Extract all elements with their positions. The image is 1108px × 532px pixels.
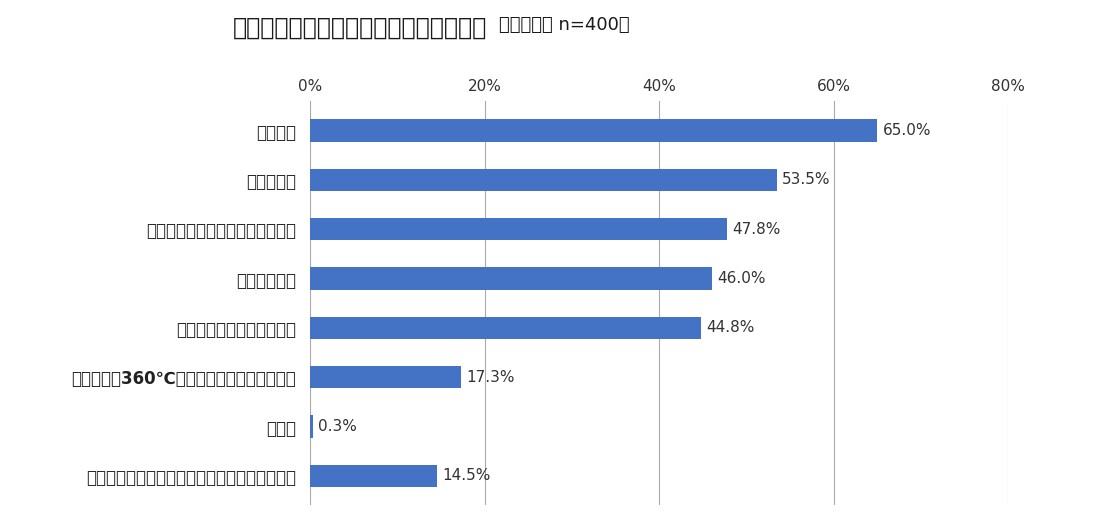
Bar (310, 415, 312, 438)
Bar (310, 317, 701, 339)
Bar (310, 120, 878, 142)
Bar (310, 366, 461, 388)
Text: 65.0%: 65.0% (883, 123, 931, 138)
Text: 46.0%: 46.0% (717, 271, 766, 286)
Text: 53.5%: 53.5% (782, 172, 831, 187)
Text: 47.8%: 47.8% (732, 222, 781, 237)
Text: 17.3%: 17.3% (466, 370, 515, 385)
Text: （複数回答 n=400）: （複数回答 n=400） (499, 16, 629, 34)
Bar (310, 218, 727, 240)
Bar (310, 465, 437, 487)
Text: 44.8%: 44.8% (707, 320, 755, 335)
Bar (310, 169, 777, 191)
Text: 14.5%: 14.5% (442, 468, 491, 484)
Text: 0.3%: 0.3% (318, 419, 357, 434)
Text: 【自社で行われている人事評価の方法】: 【自社で行われている人事評価の方法】 (234, 16, 488, 40)
Bar (310, 268, 711, 289)
